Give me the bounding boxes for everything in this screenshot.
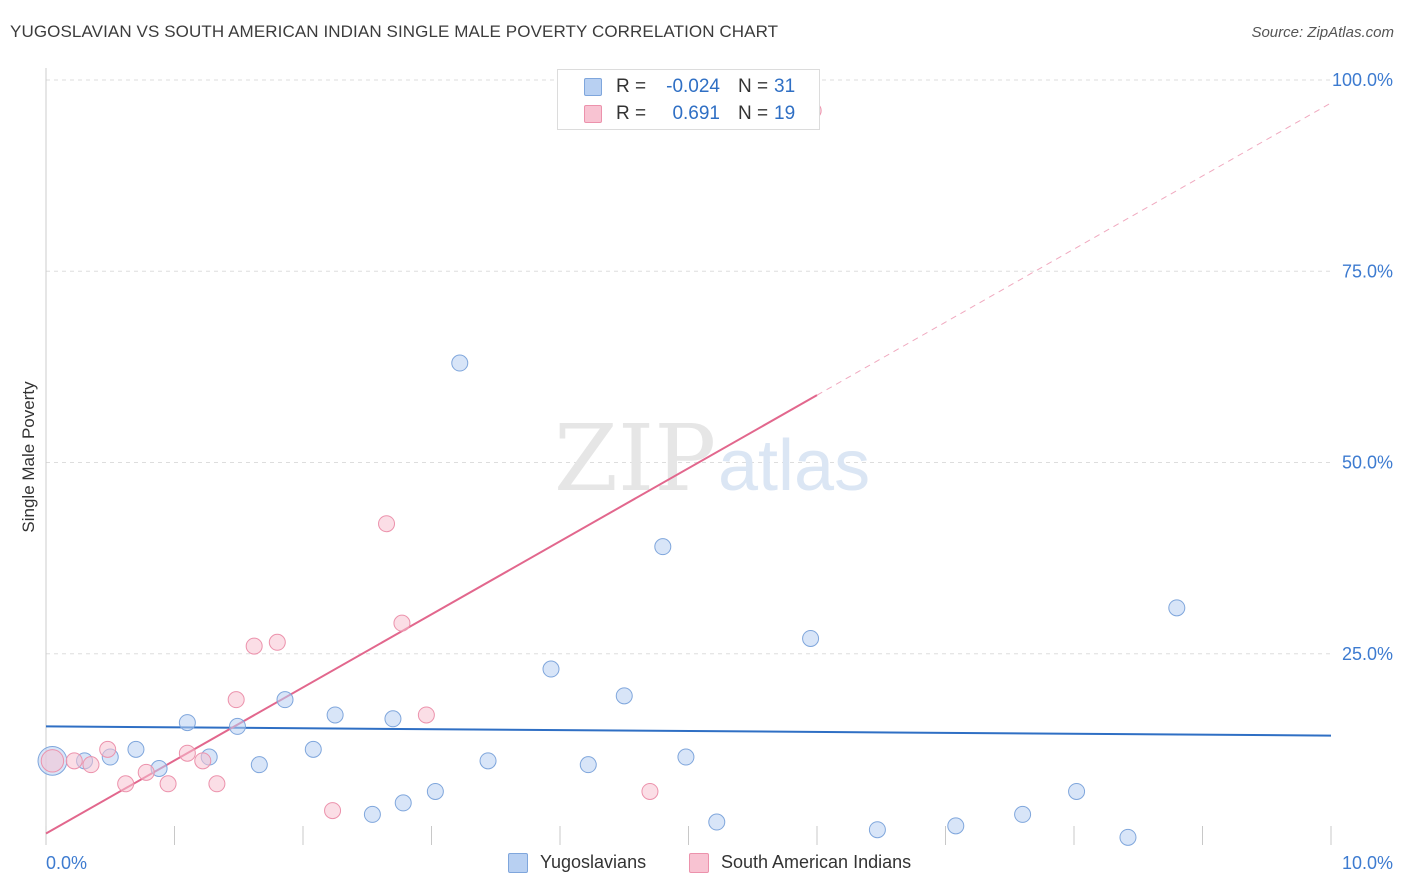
data-point-yugoslavians	[304, 740, 322, 758]
data-point-south-american-indians	[208, 775, 226, 793]
data-point-yugoslavians	[228, 717, 246, 735]
data-point-south-american-indians	[65, 752, 83, 770]
n-label: N =	[738, 76, 769, 97]
y-tick-label: 75.0%	[1342, 261, 1393, 281]
trend-line-yugoslavians	[45, 725, 1332, 737]
legend-swatch-blue	[508, 853, 528, 873]
data-point-yugoslavians	[579, 756, 597, 774]
data-point-yugoslavians	[394, 794, 412, 812]
data-point-yugoslavians	[868, 821, 886, 839]
x-tick-label: 0.0%	[46, 853, 87, 873]
data-point-south-american-indians	[641, 782, 659, 800]
data-point-yugoslavians	[1068, 782, 1086, 800]
data-point-yugoslavians	[1014, 805, 1032, 823]
legend-swatch-pink	[689, 853, 709, 873]
r-label: R =	[616, 103, 647, 124]
source-credit: Source: ZipAtlas.com	[1251, 24, 1394, 41]
data-point-yugoslavians	[384, 710, 402, 728]
data-point-yugoslavians	[654, 538, 672, 556]
data-point-yugoslavians	[127, 740, 145, 758]
data-point-south-american-indians	[194, 752, 212, 770]
y-tick-label: 50.0%	[1342, 453, 1393, 473]
data-point-yugoslavians	[326, 706, 344, 724]
trend-line-extension-dashed	[816, 102, 1332, 396]
data-point-south-american-indians	[393, 614, 411, 632]
data-point-yugoslavians	[1119, 828, 1137, 846]
legend-label: Yugoslavians	[540, 852, 647, 872]
data-point-south-american-indians	[245, 637, 263, 655]
data-point-yugoslavians	[947, 817, 965, 835]
data-point-yugoslavians	[451, 354, 469, 372]
stats-swatch-pink	[584, 105, 602, 123]
x-tick-label: 10.0%	[1342, 853, 1393, 873]
r-value: 0.691	[672, 103, 720, 124]
data-point-yugoslavians	[542, 660, 560, 678]
chart-title: YUGOSLAVIAN VS SOUTH AMERICAN INDIAN SIN…	[10, 22, 779, 41]
data-point-yugoslavians	[178, 714, 196, 732]
data-point-yugoslavians	[363, 805, 381, 823]
point-layer	[37, 102, 1186, 846]
y-tick-label: 25.0%	[1342, 644, 1393, 664]
data-point-south-american-indians	[378, 515, 396, 533]
data-point-south-american-indians	[268, 633, 286, 651]
data-point-yugoslavians	[1168, 599, 1186, 617]
data-point-south-american-indians	[159, 775, 177, 793]
stats-swatch-blue	[584, 78, 602, 96]
n-value: 19	[774, 103, 796, 124]
data-point-south-american-indians	[137, 763, 155, 781]
stats-row-yugoslavians: R = -0.024 N = 31	[558, 74, 819, 100]
data-point-yugoslavians	[802, 629, 820, 647]
data-point-yugoslavians	[426, 782, 444, 800]
n-label: N =	[738, 103, 769, 124]
data-point-yugoslavians	[708, 813, 726, 831]
trend-line-south-american-indians	[45, 394, 818, 835]
axis-layer: 25.0% 50.0% 75.0% 100.0% 0.0% 10.0%	[45, 68, 1393, 873]
data-point-south-american-indians	[417, 706, 435, 724]
r-value: -0.024	[666, 76, 720, 97]
grid-layer	[46, 79, 1331, 655]
data-point-south-american-indians	[227, 691, 245, 709]
r-label: R =	[616, 76, 647, 97]
data-point-south-american-indians	[117, 775, 135, 793]
data-point-south-american-indians	[99, 740, 117, 758]
data-point-yugoslavians	[479, 752, 497, 770]
data-point-south-american-indians	[82, 756, 100, 774]
data-point-yugoslavians	[276, 691, 294, 709]
data-point-south-american-indians	[324, 802, 342, 820]
legend-label: South American Indians	[721, 852, 912, 872]
n-value: 31	[774, 76, 796, 97]
correlation-stats-box: R = -0.024 N = 31 R = 0.691 N = 19	[557, 69, 820, 130]
stats-row-south-american-indians: R = 0.691 N = 19	[558, 101, 819, 127]
watermark-atlas: atlas	[718, 426, 870, 506]
data-point-yugoslavians	[250, 756, 268, 774]
y-tick-label: 100.0%	[1332, 70, 1393, 90]
trend-layer	[45, 102, 1332, 835]
watermark: ZIP atlas	[554, 405, 870, 512]
watermark-zip: ZIP	[554, 405, 716, 512]
y-axis-label: Single Male Poverty	[19, 381, 38, 533]
data-point-south-american-indians	[178, 744, 196, 762]
data-point-south-american-indians	[40, 749, 65, 773]
data-point-yugoslavians	[677, 748, 695, 766]
data-point-yugoslavians	[615, 687, 633, 705]
